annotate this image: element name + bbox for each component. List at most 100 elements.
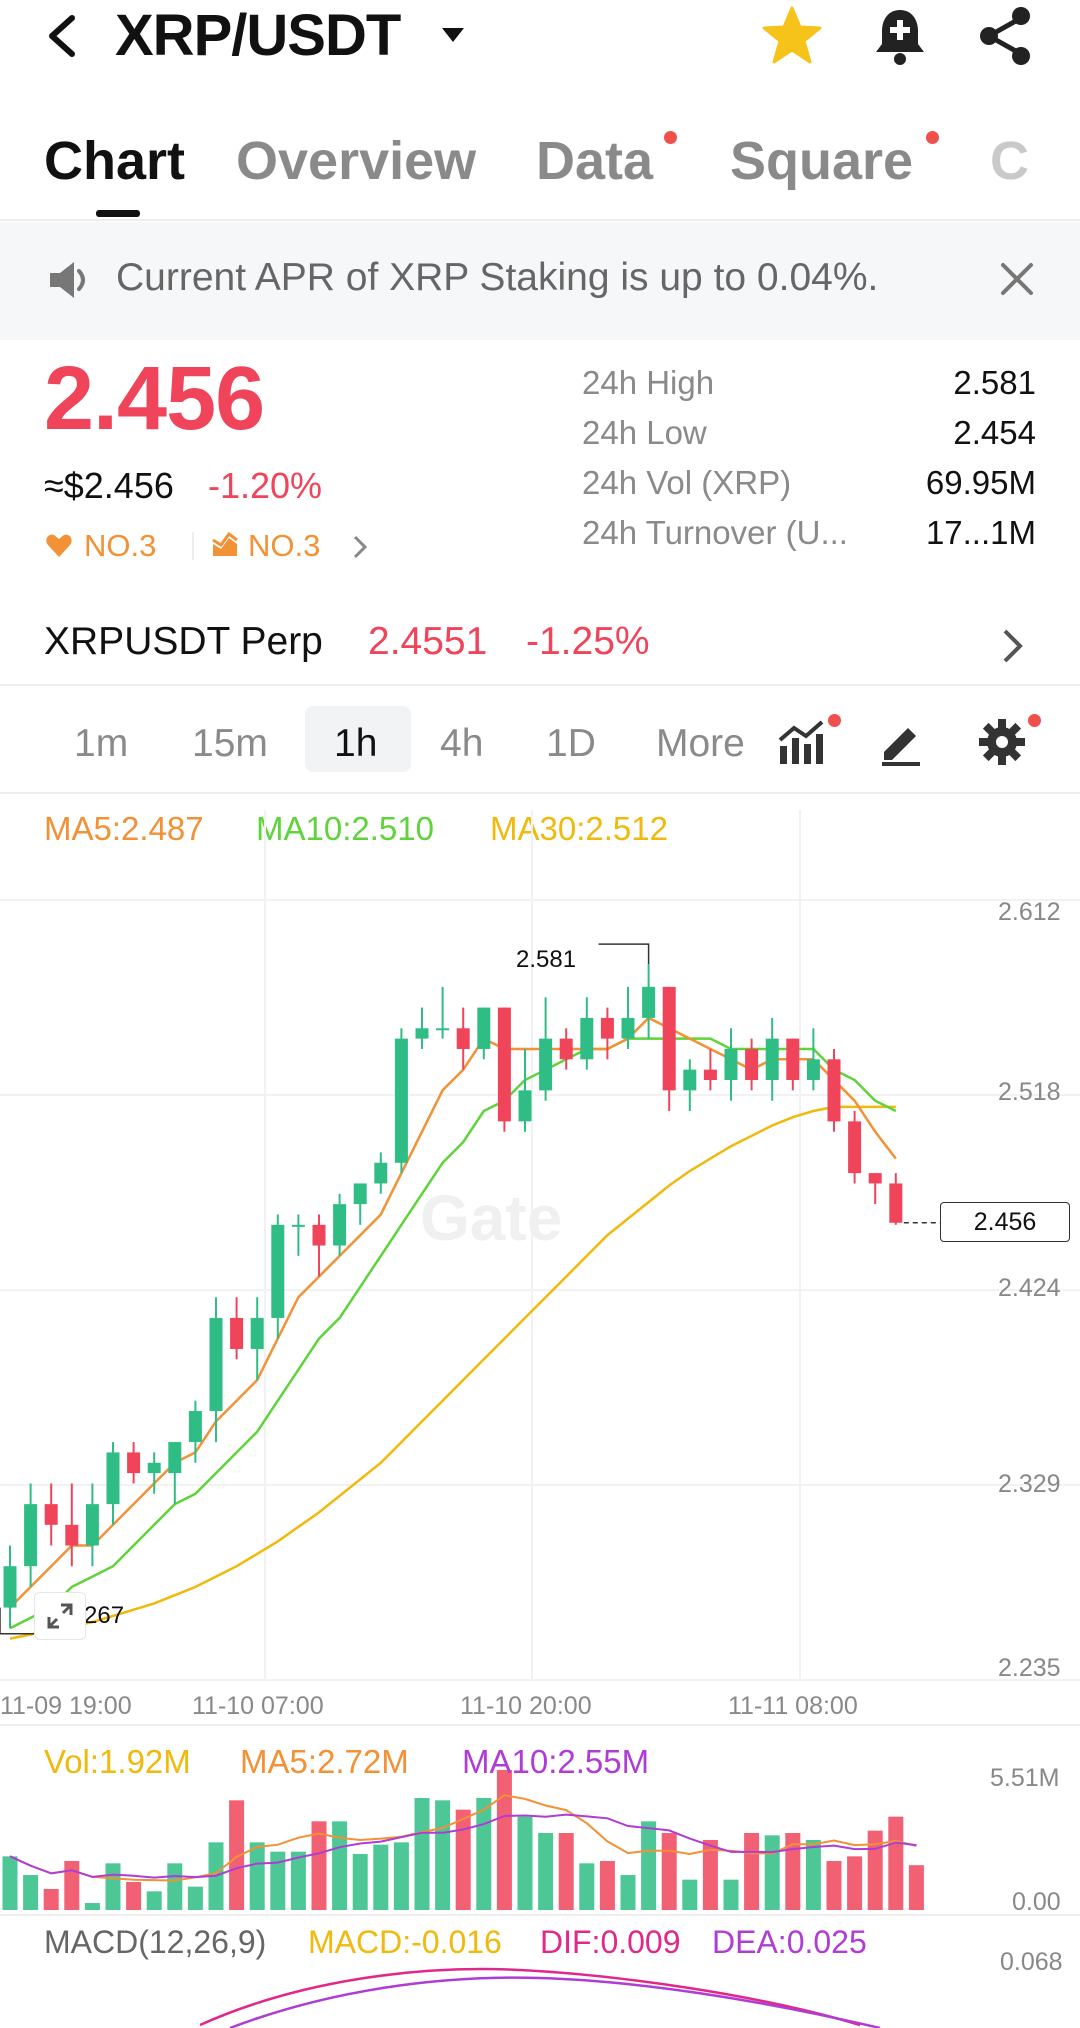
volume-bar: [167, 1863, 183, 1910]
active-interval-background: [305, 706, 411, 772]
interval-1d[interactable]: 1D: [546, 722, 596, 765]
perp-chevron-right-icon[interactable]: [1000, 626, 1026, 666]
rank-separator: [192, 532, 194, 560]
caret-down-icon[interactable]: [440, 26, 466, 44]
macd-dea-legend: DEA:0.025: [712, 1924, 867, 1960]
candle-body: [147, 1462, 161, 1474]
share-icon[interactable]: [975, 4, 1037, 68]
volume-bar: [558, 1833, 574, 1910]
volume-bar: [805, 1840, 821, 1910]
stat-label-24h-turnover: 24h Turnover (U...: [582, 514, 848, 551]
pair-title[interactable]: XRP/USDT: [115, 3, 401, 68]
ma30-legend: MA30:2.512: [490, 810, 668, 847]
back-arrow-icon[interactable]: [42, 14, 82, 58]
candle-body: [333, 1204, 347, 1246]
tab-data[interactable]: Data: [536, 131, 654, 191]
candle-body: [559, 1038, 573, 1060]
volume-bar: [908, 1865, 924, 1910]
chart-settings-gear-icon[interactable]: [976, 716, 1028, 768]
perp-divider: [0, 684, 1080, 686]
tab-square-notification-dot: [926, 131, 939, 144]
candle-body: [889, 1183, 903, 1223]
usd-price: ≈$2.456: [44, 465, 174, 506]
rank-badge-1[interactable]: NO.3: [84, 528, 157, 563]
volume-bar: [229, 1800, 245, 1910]
trend-rank-icon: [212, 531, 238, 556]
interval-more[interactable]: More: [656, 722, 745, 765]
candle-body: [44, 1504, 58, 1525]
candle-body: [188, 1411, 202, 1443]
volume-bar: [270, 1851, 286, 1910]
ma10-legend: MA10:2.510: [256, 810, 434, 847]
price-change-percent: -1.20%: [208, 465, 323, 506]
high-price-marker: 2.581: [516, 946, 577, 973]
macd-dif-line: [199, 1967, 861, 2027]
candle-body: [848, 1121, 862, 1174]
indicators-icon[interactable]: [776, 718, 826, 768]
stat-label-24h-high: 24h High: [582, 364, 715, 401]
candle-body: [168, 1442, 182, 1474]
expand-chart-button[interactable]: [34, 1592, 86, 1640]
interval-4h[interactable]: 4h: [440, 722, 484, 765]
tab-square[interactable]: Square: [730, 131, 914, 191]
ma5-legend: MA5:2.487: [44, 810, 204, 847]
time-axis-label: 11-09 19:00: [0, 1692, 132, 1720]
volume-bar: [847, 1856, 863, 1910]
ma30-line: [9, 1105, 896, 1640]
stat-label-24h-low: 24h Low: [582, 414, 707, 451]
ma10-line: [9, 1037, 897, 1630]
candle-body: [24, 1504, 38, 1567]
candle-body: [539, 1038, 553, 1091]
volume-bar: [373, 1844, 389, 1910]
macd-dif-legend: DIF:0.009: [540, 1924, 681, 1960]
volume-bar: [682, 1879, 698, 1910]
candle-body: [456, 1028, 470, 1049]
volume-bar: [620, 1875, 636, 1910]
current-price-tag: 2.456: [940, 1202, 1070, 1242]
announcement-banner[interactable]: Current APR of XRP Staking is up to 0.04…: [0, 222, 1080, 340]
volume-bar: [867, 1830, 883, 1910]
price-axis-label: 2.612: [998, 898, 1061, 926]
candle-body: [827, 1059, 841, 1122]
stat-value-24h-turnover: 17...1M: [925, 514, 1036, 551]
volume-bar: [126, 1882, 142, 1910]
price-axis-label: 2.424: [998, 1274, 1061, 1302]
tab-chart[interactable]: Chart: [44, 131, 186, 191]
expand-icon: [47, 1603, 73, 1629]
candle-body: [600, 1017, 614, 1039]
candle-body: [868, 1173, 882, 1184]
interval-divider: [0, 792, 1080, 794]
stat-label-24h-vol: 24h Vol (XRP): [582, 464, 792, 501]
volume-bar: [496, 1770, 512, 1910]
volume-bar: [187, 1886, 203, 1910]
volume-bar: [517, 1816, 533, 1910]
tab-overview[interactable]: Overview: [236, 131, 477, 191]
rank-badge-2[interactable]: NO.3: [248, 528, 321, 563]
interval-1m[interactable]: 1m: [74, 722, 129, 765]
vol-legend: Vol:1.92M: [44, 1743, 191, 1780]
alert-bell-icon[interactable]: [870, 4, 930, 68]
stat-value-24h-low: 2.454: [953, 414, 1036, 451]
vol-ma5-legend: MA5:2.72M: [240, 1743, 409, 1780]
candle-body: [209, 1317, 223, 1412]
candle-body: [497, 1007, 511, 1122]
draw-pencil-icon[interactable]: [876, 718, 926, 768]
tab-more-partial[interactable]: C: [990, 131, 1029, 191]
candle-body: [724, 1048, 738, 1080]
candle-body: [765, 1038, 779, 1080]
candle-body: [683, 1069, 697, 1091]
candle-body: [703, 1069, 717, 1080]
close-icon[interactable]: [998, 260, 1036, 298]
volume-bar: [435, 1800, 451, 1910]
interval-1h[interactable]: 1h: [334, 722, 378, 765]
chevron-right-icon[interactable]: [352, 534, 368, 560]
price-chart[interactable]: Gate: [0, 780, 1080, 2028]
volume-bar: [43, 1889, 59, 1910]
interval-15m[interactable]: 15m: [192, 722, 268, 765]
favorite-star-icon[interactable]: [760, 4, 824, 68]
perp-change-percent: -1.25%: [526, 620, 650, 663]
candle-body: [250, 1317, 264, 1349]
candle-body: [127, 1452, 141, 1474]
tab-data-notification-dot: [664, 131, 677, 144]
candle-body: [353, 1183, 367, 1205]
